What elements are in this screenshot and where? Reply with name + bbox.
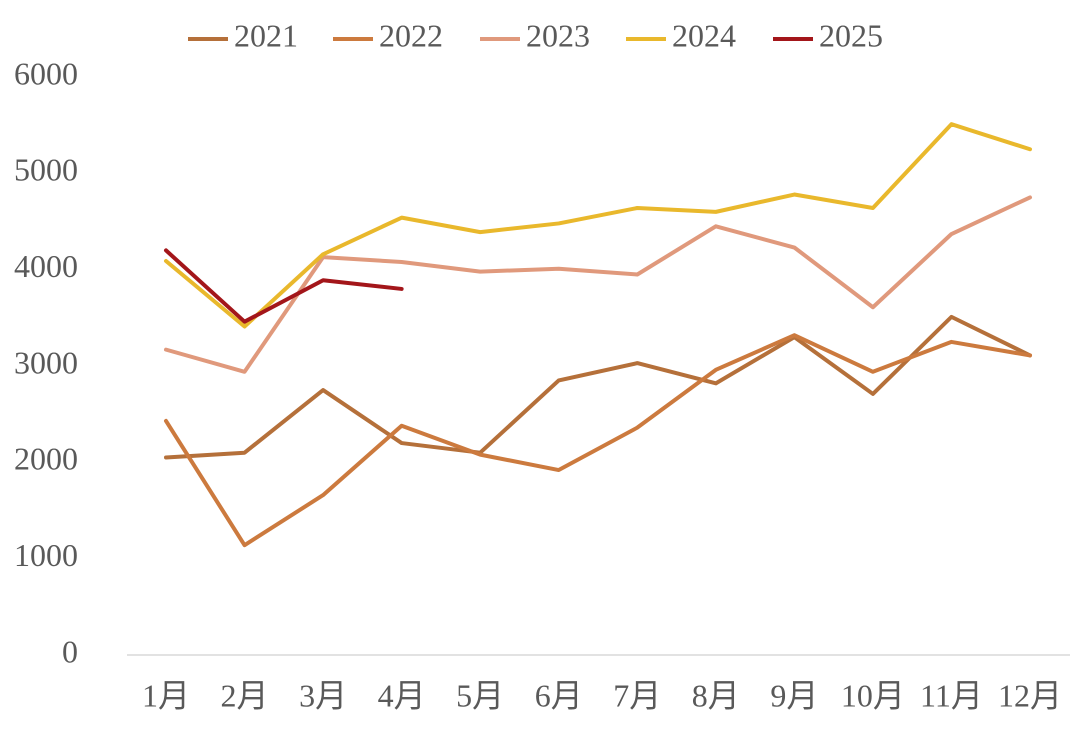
legend-label: 2023 [526,17,590,53]
x-tick-label: 6月 [535,677,583,713]
series-line [164,314,1032,460]
x-tick-label: 8月 [692,677,740,713]
y-tick-label: 4000 [14,248,78,284]
x-tick-label: 3月 [299,677,347,713]
x-tick-label: 9月 [770,677,818,713]
x-tick-label: 10月 [841,677,905,713]
series-line [164,195,1032,374]
x-tick-label: 4月 [378,677,426,713]
series-line [164,333,1032,548]
y-tick-label: 3000 [14,344,78,380]
y-tick-label: 5000 [14,152,78,188]
x-tick-label: 12月 [998,677,1062,713]
y-tick-label: 0 [62,633,78,669]
legend-label: 2022 [379,17,443,53]
legend-label: 2021 [234,17,298,53]
y-tick-label: 2000 [14,441,78,477]
y-tick-label: 1000 [14,537,78,573]
series-line [164,122,1032,329]
x-tick-label: 7月 [613,677,661,713]
y-tick-label: 6000 [14,55,78,91]
legend-label: 2024 [672,17,736,53]
legend-label: 2025 [819,17,883,53]
x-tick-label: 1月 [142,677,190,713]
series-line [164,248,404,324]
x-tick-label: 11月 [920,677,983,713]
x-tick-label: 2月 [221,677,269,713]
x-tick-label: 5月 [456,677,504,713]
